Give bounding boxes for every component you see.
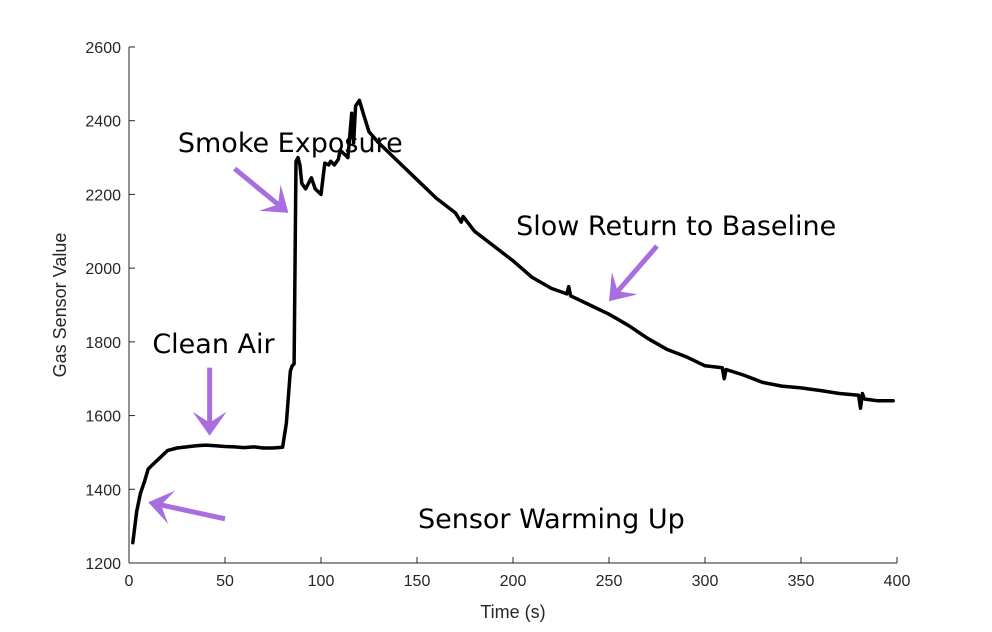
- annotation-arrow-head: [259, 184, 289, 213]
- annotation-arrow-head: [609, 272, 638, 302]
- annotation-arrow-shaft: [233, 166, 282, 208]
- x-tick-label: 50: [216, 573, 234, 590]
- annotation-arrow-head: [148, 490, 176, 524]
- annotation-label: Slow Return to Baseline: [516, 211, 836, 242]
- x-tick-label: 350: [788, 573, 815, 590]
- x-tick-label: 200: [500, 573, 527, 590]
- x-axis-title: Time (s): [480, 602, 545, 622]
- annotation-arrow-shaft: [158, 502, 226, 522]
- y-tick-label: 2200: [85, 187, 121, 204]
- y-tick-label: 2600: [85, 40, 121, 57]
- annotation-label: Smoke Exposure: [178, 128, 403, 159]
- annotation-arrow-head: [192, 411, 227, 436]
- x-tick-label: 300: [692, 573, 719, 590]
- series-line: [131, 98, 895, 545]
- annotation-label: Sensor Warming Up: [418, 504, 685, 535]
- x-tick-label: 250: [596, 573, 623, 590]
- x-tick-label: 0: [125, 573, 134, 590]
- y-tick-label: 1400: [85, 482, 121, 499]
- y-tick-label: 1200: [85, 556, 121, 573]
- x-tick-label: 400: [884, 573, 911, 590]
- annotation-arrow-shaft: [614, 244, 659, 295]
- x-tick-label: 150: [404, 573, 431, 590]
- y-axis-title: Gas Sensor Value: [50, 233, 70, 378]
- annotation-label: Clean Air: [152, 329, 275, 360]
- y-tick-label: 1600: [85, 409, 121, 426]
- x-tick-label: 100: [308, 573, 335, 590]
- y-tick-label: 2400: [85, 114, 121, 131]
- y-tick-label: 2000: [85, 261, 121, 278]
- y-tick-label: 1800: [85, 335, 121, 352]
